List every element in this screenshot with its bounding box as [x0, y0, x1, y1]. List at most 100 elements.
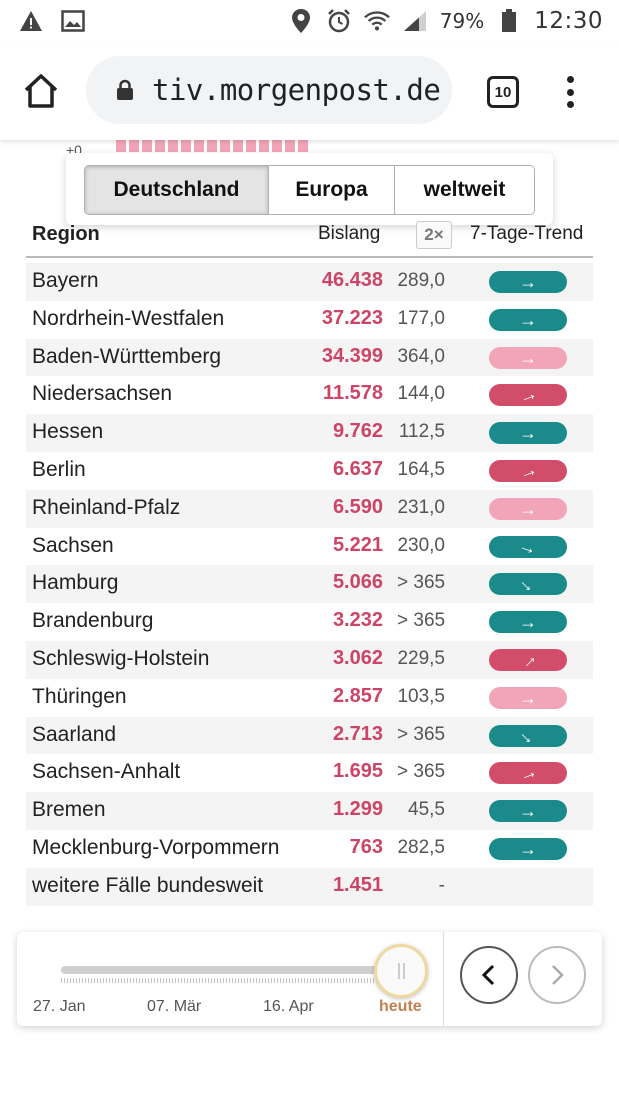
- trend-arrow-icon: →: [514, 722, 542, 749]
- case-count: 11.578: [322, 382, 383, 405]
- table-row[interactable]: Saarland 2.713 > 365 →: [26, 716, 593, 755]
- trend-arrow-icon: →: [519, 687, 537, 708]
- region-name: Brandenburg: [32, 609, 154, 633]
- table-row[interactable]: Hamburg 5.066 > 365 →: [26, 565, 593, 604]
- case-count: 2.713: [332, 722, 383, 745]
- home-icon: [24, 74, 58, 108]
- home-button[interactable]: [22, 72, 62, 112]
- region-name: Niedersachsen: [32, 382, 173, 406]
- location-icon: [288, 8, 314, 34]
- trend-badge: →: [489, 686, 567, 709]
- timeline-handle[interactable]: [374, 944, 428, 998]
- header-trend[interactable]: 7-Tage-Trend: [470, 223, 584, 244]
- table-row[interactable]: Sachsen-Anhalt 1.695 > 365 →: [26, 754, 593, 792]
- trend-badge: →: [489, 271, 567, 293]
- trend-badge: →: [489, 534, 567, 559]
- trend-arrow-icon: →: [519, 423, 537, 444]
- case-count: 34.399: [321, 344, 383, 367]
- trend-arrow-icon: →: [519, 838, 537, 859]
- table-row[interactable]: Bayern 46.438 289,0 →: [26, 263, 593, 301]
- region-name: Sachsen-Anhalt: [32, 760, 181, 784]
- chart-bar: [298, 140, 308, 152]
- table-row[interactable]: Brandenburg 3.232 > 365 →: [26, 603, 593, 641]
- trend-badge: →: [489, 760, 567, 786]
- lock-icon: [117, 79, 133, 100]
- table-row[interactable]: Berlin 6.637 164,5 →: [26, 452, 593, 490]
- trend-badge: →: [489, 422, 567, 445]
- region-name: Nordrhein-Westfalen: [32, 306, 225, 330]
- table-row[interactable]: Bremen 1.299 45,5 →: [26, 792, 593, 830]
- doubling-time: 112,5: [398, 421, 445, 443]
- region-name: Schleswig-Holstein: [32, 646, 210, 670]
- table-row[interactable]: Hessen 9.762 112,5 →: [26, 414, 593, 452]
- case-count: 2.857: [332, 684, 383, 707]
- table-row[interactable]: Niedersachsen 11.578 144,0 →: [26, 376, 593, 414]
- trend-arrow-icon: →: [516, 458, 540, 484]
- table-row[interactable]: Mecklenburg-Vorpommern 763 282,5 →: [26, 830, 593, 868]
- case-count: 5.066: [332, 571, 383, 594]
- tab-switcher-button[interactable]: 10: [487, 76, 519, 108]
- case-count: 6.590: [332, 495, 383, 518]
- case-count: 1.299: [332, 798, 383, 821]
- image-icon: [60, 8, 86, 34]
- trend-badge: →: [489, 571, 567, 598]
- url-field[interactable]: tiv.morgenpost.de: [86, 56, 452, 124]
- trend-arrow-icon: →: [514, 646, 542, 674]
- case-count: 9.762: [332, 420, 383, 443]
- doubling-time: 164,5: [397, 458, 445, 480]
- trend-arrow-icon: →: [519, 272, 537, 292]
- doubling-time: 229,5: [397, 647, 445, 669]
- table-header: Region Bislang 2× 7-Tage-Trend: [26, 218, 593, 258]
- region-tabs: Deutschland Europa weltweit: [84, 165, 535, 215]
- overflow-menu-button[interactable]: [558, 72, 582, 112]
- chart-bar: [220, 140, 230, 152]
- tab-deutschland[interactable]: Deutschland: [85, 166, 269, 214]
- doubling-time: 289,0: [397, 270, 445, 291]
- chart-bar: [246, 140, 256, 152]
- header-region[interactable]: Region: [32, 223, 100, 245]
- timeline-label-today: heute: [379, 998, 422, 1015]
- doubling-time: > 365: [397, 761, 446, 783]
- doubling-time: 45,5: [408, 799, 445, 821]
- chevron-right-icon: [552, 965, 564, 985]
- trend-arrow-icon: →: [519, 309, 537, 330]
- trend-arrow-icon: →: [519, 612, 537, 633]
- trend-arrow-icon: →: [519, 498, 537, 519]
- region-name: Saarland: [32, 722, 117, 746]
- battery-percent: 79%: [439, 9, 485, 33]
- trend-arrow-icon: →: [519, 801, 537, 822]
- trend-badge: →: [489, 722, 567, 749]
- region-name: Bayern: [32, 269, 99, 292]
- next-button[interactable]: [528, 946, 586, 1004]
- doubling-time: 364,0: [397, 345, 445, 367]
- header-bislang[interactable]: Bislang: [318, 223, 381, 244]
- tab-weltweit[interactable]: weltweit: [395, 166, 534, 214]
- url-text: tiv.morgenpost.de: [152, 73, 441, 107]
- trend-badge: →: [489, 837, 567, 860]
- chart-bar: [155, 140, 165, 152]
- table-row[interactable]: weitere Fälle bundesweit 1.451 -: [26, 867, 593, 906]
- doubling-toggle-button[interactable]: 2×: [416, 221, 452, 249]
- chart-bar: [116, 140, 126, 152]
- timeline-control: 27. Jan 07. Mär 16. Apr heute: [17, 932, 602, 1026]
- doubling-time: > 365: [397, 572, 446, 594]
- timeline-track[interactable]: [61, 966, 401, 974]
- chart-bar: [129, 140, 139, 152]
- trend-arrow-icon: →: [516, 760, 540, 786]
- table-row[interactable]: Nordrhein-Westfalen 37.223 177,0 →: [26, 301, 593, 339]
- chart-bars: [116, 140, 308, 152]
- chart-bar: [233, 140, 243, 152]
- table-row[interactable]: Sachsen 5.221 230,0 →: [26, 528, 593, 566]
- region-name: Rheinland-Pfalz: [32, 495, 181, 519]
- table-row[interactable]: Baden-Württemberg 34.399 364,0 →: [26, 338, 593, 377]
- table-row[interactable]: Rheinland-Pfalz 6.590 231,0 →: [26, 489, 593, 528]
- prev-button[interactable]: [460, 946, 518, 1004]
- table-row[interactable]: Schleswig-Holstein 3.062 229,5 →: [26, 640, 593, 679]
- region-switcher: Deutschland Europa weltweit: [66, 153, 553, 225]
- trend-badge: →: [489, 346, 567, 369]
- region-name: Hessen: [32, 420, 104, 444]
- timeline-label-1: 27. Jan: [33, 998, 86, 1015]
- tab-europa[interactable]: Europa: [269, 166, 395, 214]
- table-row[interactable]: Thüringen 2.857 103,5 →: [26, 679, 593, 717]
- case-count: 37.223: [321, 306, 383, 329]
